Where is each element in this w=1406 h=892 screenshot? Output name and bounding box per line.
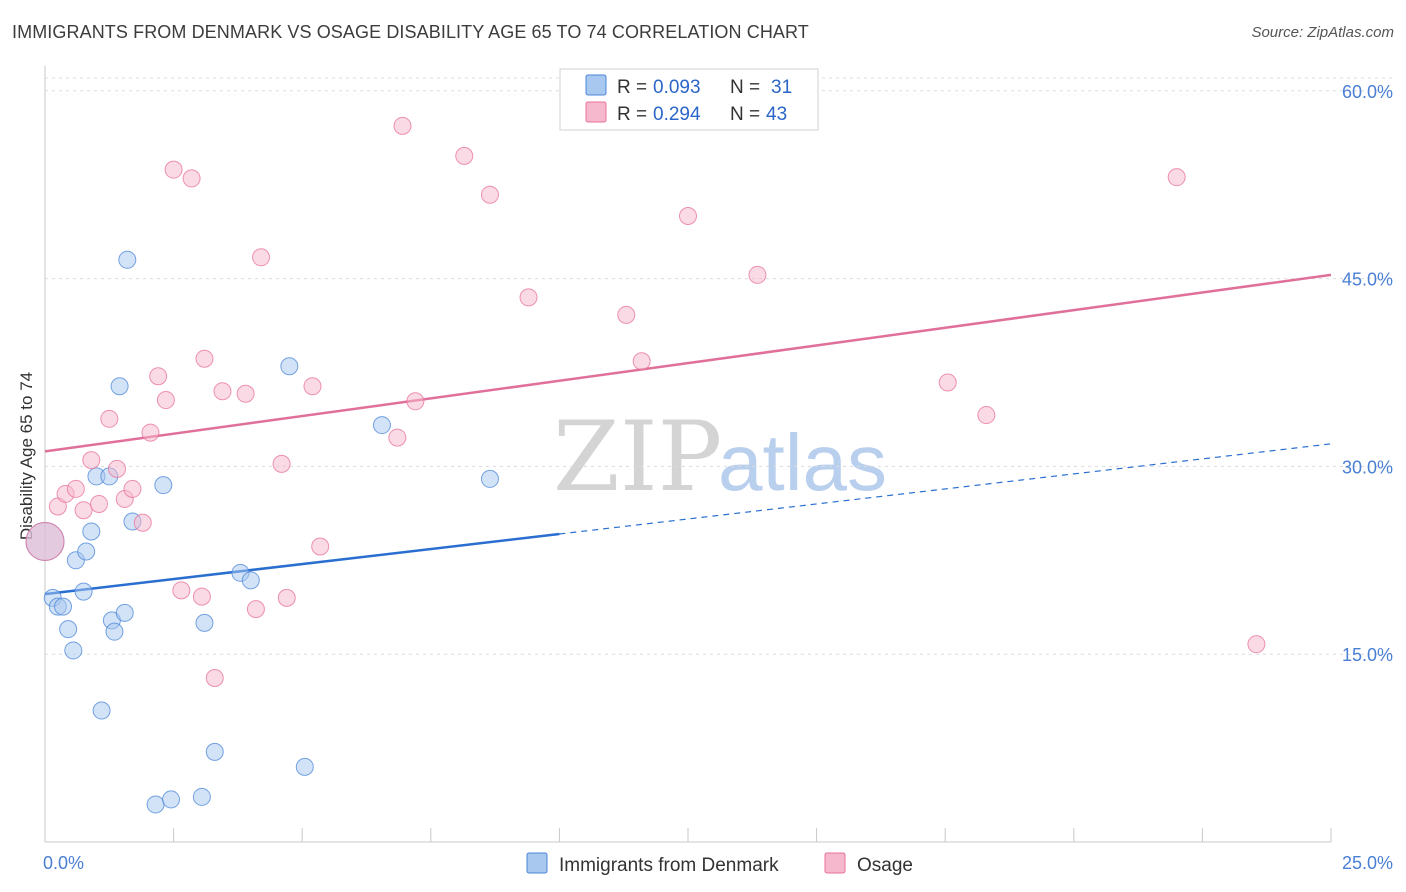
point-osage	[1167, 168, 1186, 187]
point-denmark	[64, 641, 83, 660]
point-osage	[748, 265, 767, 284]
watermark-zip: ZIP	[553, 401, 722, 513]
point-denmark	[195, 613, 214, 632]
point-osage	[519, 288, 538, 307]
point-osage	[246, 600, 265, 619]
point-osage	[192, 587, 211, 606]
watermark: ZIP atlas	[553, 401, 887, 513]
point-osage	[455, 146, 474, 165]
point-denmark	[146, 795, 165, 814]
point-osage	[393, 116, 412, 135]
point-osage	[141, 423, 160, 442]
point-osage	[311, 537, 330, 556]
legend-n-value-osage: 43	[766, 104, 787, 125]
point-osage	[133, 513, 152, 532]
point-denmark	[372, 416, 391, 435]
trend-line-osage	[44, 273, 1332, 453]
legend-r-value-denmark: 0.093	[653, 77, 701, 98]
x-tick-label-max: 25.0%	[1342, 853, 1393, 873]
legend-r-label-osage: R =	[617, 104, 647, 125]
legend-r-value-osage: 0.294	[653, 104, 701, 125]
point-denmark	[280, 357, 299, 376]
point-denmark	[115, 603, 134, 622]
point-osage	[388, 428, 407, 447]
point-osage	[66, 479, 85, 498]
point-osage	[25, 522, 65, 562]
point-denmark	[105, 622, 124, 641]
point-osage	[252, 248, 271, 267]
y-tick-label-60: 60.0%	[1342, 82, 1393, 102]
watermark-atlas: atlas	[718, 418, 887, 507]
y-tick-label-15: 15.0%	[1342, 645, 1393, 665]
point-denmark	[54, 597, 73, 616]
point-denmark	[59, 620, 78, 639]
source-credit: Source: ZipAtlas.com	[1251, 24, 1394, 41]
point-osage	[632, 352, 651, 371]
point-denmark	[480, 469, 499, 488]
point-denmark	[192, 787, 211, 806]
point-denmark	[205, 742, 224, 761]
legend-label-immigrants-from-denmark: Immigrants from Denmark	[559, 855, 779, 876]
point-denmark	[82, 522, 101, 541]
point-osage	[123, 479, 142, 498]
point-osage	[156, 391, 175, 410]
point-osage	[938, 373, 957, 392]
trend-line-denmark	[44, 532, 560, 596]
point-osage	[277, 588, 296, 607]
y-tick-label-30: 30.0%	[1342, 457, 1393, 477]
point-osage	[182, 169, 201, 188]
point-osage	[1247, 635, 1266, 654]
point-osage	[205, 668, 224, 687]
legend-r-label-denmark: R =	[617, 77, 647, 98]
point-denmark	[162, 790, 181, 809]
legend-swatch-osage-bottom	[824, 852, 846, 874]
point-denmark	[154, 476, 173, 495]
point-denmark	[92, 701, 111, 720]
x-tick-label-min: 0.0%	[43, 853, 84, 873]
point-osage	[480, 185, 499, 204]
point-osage	[100, 409, 119, 428]
legend-n-label-denmark: N =	[730, 77, 760, 98]
trend-lines	[44, 273, 1332, 596]
point-osage	[272, 454, 291, 473]
point-osage	[213, 382, 232, 401]
point-denmark	[295, 757, 314, 776]
point-denmark	[77, 542, 96, 561]
point-osage	[90, 494, 109, 513]
y-tick-label-45: 45.0%	[1342, 270, 1393, 290]
point-denmark	[74, 582, 93, 601]
point-osage	[172, 581, 191, 600]
point-osage	[149, 367, 168, 386]
point-denmark	[241, 571, 260, 590]
legend-n-value-denmark: 31	[771, 77, 792, 98]
legend-swatch-denmark	[585, 74, 607, 96]
point-osage	[195, 349, 214, 368]
point-osage	[82, 451, 101, 470]
chart-title: IMMIGRANTS FROM DENMARK VS OSAGE DISABIL…	[12, 22, 809, 42]
point-denmark	[110, 377, 129, 396]
legend-swatch-osage	[585, 101, 607, 123]
point-osage	[108, 459, 127, 478]
correlation-legend: R = 0.093 N = 31 R = 0.294 N = 43	[559, 68, 819, 131]
point-osage	[679, 206, 697, 225]
point-osage	[74, 501, 93, 520]
legend-swatch-immigrants-from-denmark	[526, 852, 548, 874]
point-denmark	[118, 250, 137, 269]
point-osage	[977, 406, 996, 425]
legend-label-osage: Osage	[857, 855, 913, 876]
point-osage	[617, 305, 636, 324]
point-osage	[406, 392, 425, 411]
point-osage	[236, 384, 255, 403]
point-osage	[303, 377, 322, 396]
axes: 15.0% 30.0% 45.0% 60.0% 0.0% 25.0%	[43, 66, 1393, 873]
data-points	[25, 116, 1266, 814]
legend-n-label-osage: N =	[730, 104, 760, 125]
trend-line-denmark-projection	[559, 443, 1332, 535]
point-osage	[164, 160, 183, 179]
series-legend: Immigrants from Denmark Osage	[526, 852, 913, 876]
